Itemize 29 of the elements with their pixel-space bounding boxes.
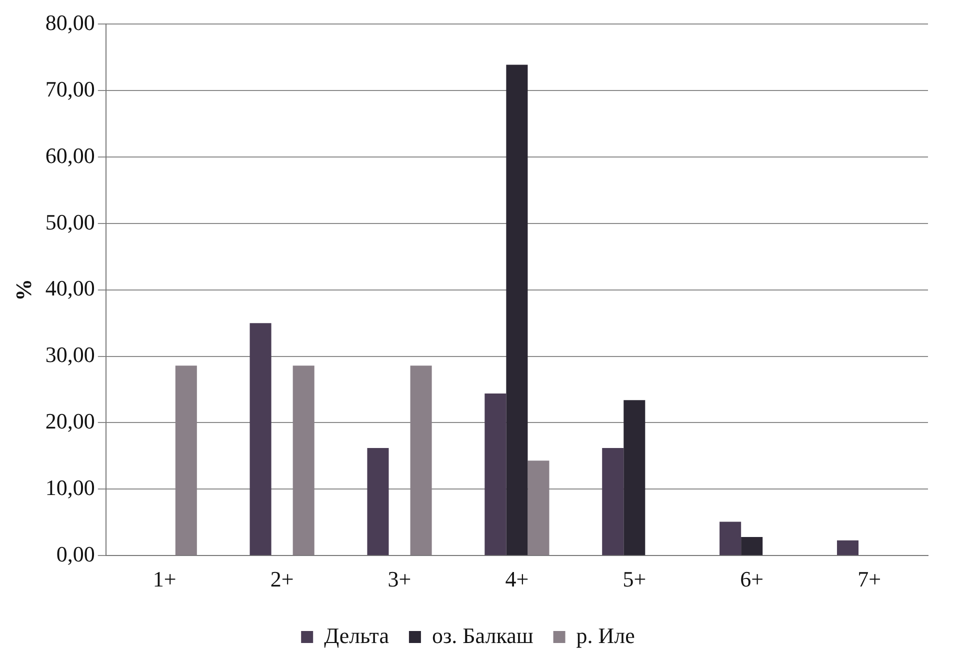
y-tick-label: 70,00 — [45, 76, 95, 102]
y-tick-label: 50,00 — [45, 209, 95, 234]
y-tick-label: 20,00 — [45, 408, 95, 434]
bar — [602, 448, 624, 556]
x-tick-label: 2+ — [270, 566, 294, 592]
y-tick-label: 0,00 — [56, 541, 95, 566]
bar — [250, 323, 272, 556]
bar — [484, 394, 506, 556]
x-tick-label: 6+ — [740, 566, 764, 592]
x-tick-label: 5+ — [622, 566, 646, 592]
bar — [741, 537, 763, 556]
bar — [367, 448, 389, 556]
bar — [720, 522, 742, 556]
bar — [506, 64, 528, 556]
x-tick-label: 1+ — [152, 566, 176, 592]
bar — [836, 540, 859, 556]
x-tick-label: 7+ — [858, 566, 881, 592]
y-axis-title: % — [10, 278, 36, 301]
legend-label: оз. Балкаш — [432, 622, 534, 648]
bar — [624, 400, 646, 556]
legend-label: р. Иле — [576, 622, 635, 648]
y-tick-label: 80,00 — [45, 10, 95, 35]
y-tick-label: 30,00 — [45, 342, 95, 368]
legend-label: Дельта — [324, 622, 390, 648]
y-tick-label: 60,00 — [45, 142, 95, 168]
x-tick-label: 4+ — [505, 566, 529, 592]
y-tick-label: 40,00 — [45, 276, 95, 301]
y-tick-label: 10,00 — [45, 474, 95, 500]
x-tick-label: 3+ — [388, 566, 412, 592]
